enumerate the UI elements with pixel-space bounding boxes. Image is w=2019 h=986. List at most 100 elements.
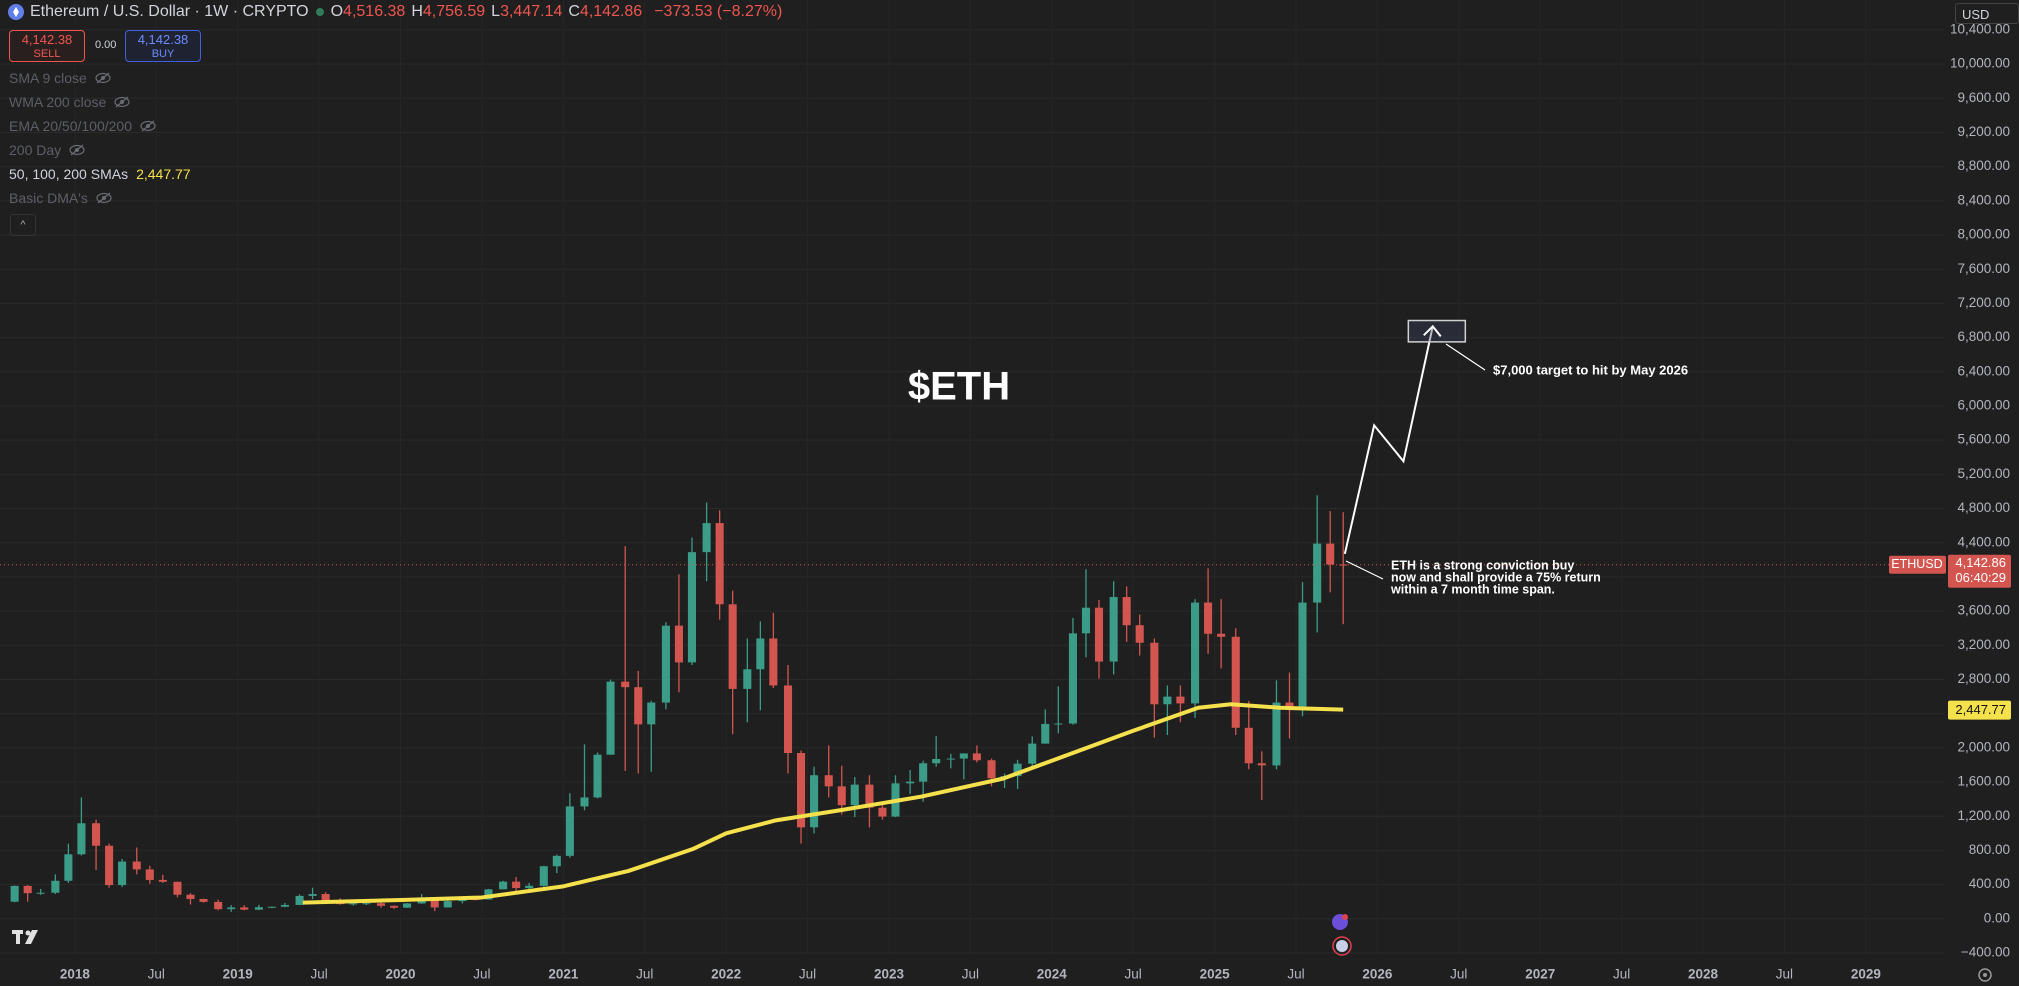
candle-body [1204,602,1213,634]
chart-title: $ETH [908,365,1010,409]
y-tick-label: 7,200.00 [1957,295,2010,310]
candle-body [1298,602,1307,707]
candle-body [295,895,304,905]
ohlc-value: 4,756.59 [422,3,486,20]
candle-body [1028,743,1037,764]
candle-body [349,903,358,905]
indicator-row[interactable]: EMA 20/50/100/200 [9,118,156,134]
candle-body [1094,607,1104,662]
candle-body [484,889,493,900]
annotation-thesis: ETH is a strong conviction buy [1391,558,1574,572]
projection-arrowhead [1423,324,1442,337]
price-tag: 4,142.86 [1955,555,2006,570]
price-tag-bg [1948,554,2011,588]
visibility-toggle[interactable] [95,72,111,84]
y-tick-label: 400.00 [1969,876,2010,891]
indicator-row[interactable]: WMA 200 close [9,94,130,110]
candle-body [1272,702,1281,766]
sma-line [302,702,1344,905]
candle-body [499,881,508,890]
tv-logo [12,930,38,944]
candle-body [118,861,127,886]
x-tick-label: Jul [148,967,165,982]
candle-body [769,638,778,686]
candle-body [1013,763,1022,777]
annotation-pointer [1345,560,1384,580]
candle-body [321,894,330,901]
y-tick-label: 4,800.00 [1957,500,2010,515]
indicator-row[interactable]: 200 Day [9,142,85,158]
alert-icons[interactable] [1332,914,1352,956]
y-tick-label: 6,800.00 [1957,329,2010,344]
candle-body [946,758,955,760]
candle-body [389,905,399,908]
visibility-toggle[interactable] [96,192,112,204]
x-tick-label: 2022 [711,967,741,982]
x-tick-label: Jul [1776,967,1793,982]
candle-body [987,760,996,779]
candle-body [145,869,154,880]
buy-button[interactable]: 4,142.38 BUY [125,30,201,62]
candle-body [1122,597,1131,626]
countdown: 06:40:29 [1955,570,2006,585]
collapse-button[interactable]: ^ [10,214,36,236]
settings-icon[interactable] [1978,968,1992,982]
ohlc-key: O [330,3,344,20]
visibility-toggle[interactable] [140,120,156,132]
y-tick-label: 800.00 [1969,842,2010,857]
buy-label: BUY [151,48,175,60]
candle-body [824,775,833,787]
ohlc-value: 3,447.14 [500,3,563,20]
ohlc-key: H [411,3,423,20]
candle-body [674,625,683,663]
y-tick-label: 2,000.00 [1957,739,2010,754]
ohlc-value: 4,516.38 [343,3,406,20]
candle-body [1217,633,1226,637]
visibility-toggle[interactable] [114,96,130,108]
candle-body [36,892,45,894]
visibility-toggle[interactable] [69,144,85,156]
sell-button[interactable]: 4,142.38 SELL [9,30,85,62]
x-tick-label: 2019 [223,967,253,982]
candle-body [51,880,60,893]
candle-body [715,523,724,605]
currency-select[interactable]: USD [1955,3,2019,24]
ohlc-value: 4,142.86 [579,3,643,20]
annotation-target: $7,000 target to hit by May 2026 [1493,362,1688,377]
indicator-name: EMA 20/50/100/200 [9,118,132,134]
candle-body [267,906,276,908]
candle-body [254,907,263,910]
indicator-row[interactable]: 50, 100, 200 SMAs 2,447.77 [9,166,191,182]
currency: USD [1962,7,1990,22]
candle-body [362,903,371,905]
indicator-row[interactable]: Basic DMA's [9,190,112,206]
layer [0,29,1944,954]
candle-body [634,687,643,725]
x-tick-label: 2028 [1688,967,1719,982]
indicator-name: 200 Day [9,142,62,158]
x-tick-label: 2021 [548,967,579,982]
y-tick-label: 3,600.00 [1957,603,2010,618]
indicator-row[interactable]: SMA 9 close [9,70,111,86]
y-tick-label: 5,200.00 [1957,466,2010,481]
symbol-tag: ETHUSD [1891,557,1942,571]
y-tick-label: 8,000.00 [1957,227,2010,242]
symbol-name[interactable]: Ethereum / U.S. Dollar · 1W · CRYPTO [30,3,309,20]
candle-body [92,823,101,846]
candle-body [376,903,386,906]
candle-body [606,681,615,755]
candle-body [443,901,452,908]
candle-body [972,753,981,761]
candle-body [308,894,317,896]
candle-body [280,904,289,907]
y-tick-label: 1,200.00 [1957,808,2010,823]
layer [0,319,1944,912]
ohlc-values: O4,516.38 H4,756.59 L3,447.14 C4,142.86 [331,3,649,21]
y-tick-label: 3,200.00 [1957,637,2010,652]
indicator-name: SMA 9 close [9,70,87,86]
symbol-header: Ethereum / U.S. Dollar · 1W · CRYPTO O4,… [8,3,782,21]
buy-price: 4,142.38 [137,32,189,47]
indicator-value: 2,447.77 [136,166,191,182]
candle-body [756,638,765,670]
